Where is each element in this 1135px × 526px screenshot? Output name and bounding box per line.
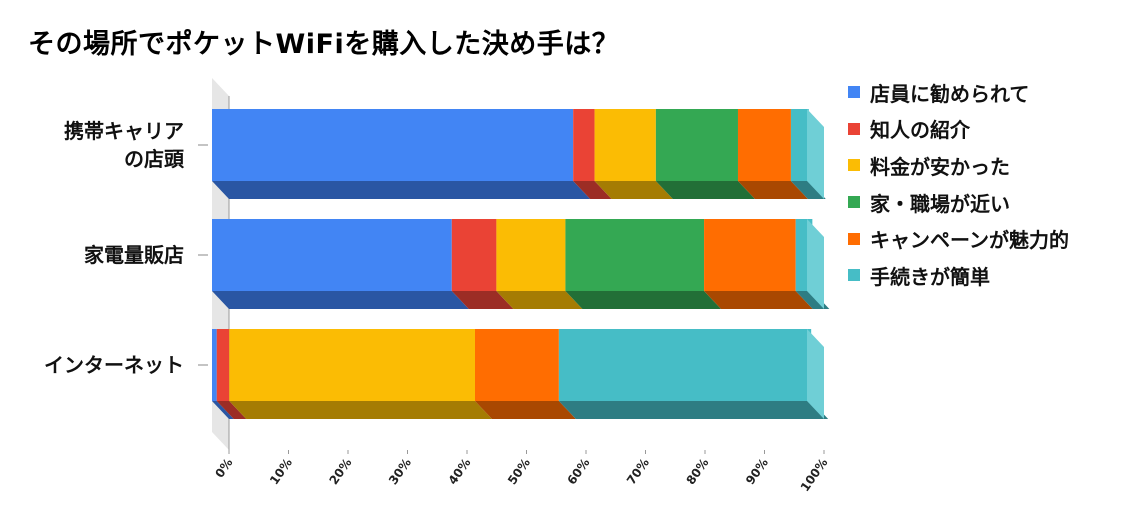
bar-depth-face — [496, 291, 583, 309]
x-tick-label: 70% — [624, 456, 652, 488]
legend-swatch — [848, 232, 860, 245]
x-tick-label: 0% — [212, 456, 235, 481]
bar-segment — [212, 219, 452, 291]
bar-segment — [496, 219, 566, 291]
legend-item: 家・職場が近い — [848, 184, 1069, 221]
x-tick-label: 20% — [327, 456, 355, 488]
bar-depth-face — [451, 291, 514, 309]
legend-item: キャンペーンが魅力的 — [848, 220, 1069, 257]
chart-title: その場所でポケットWiFiを購入した決め手は？ — [28, 29, 620, 60]
x-tick-label: 40% — [446, 456, 474, 488]
bar-depth-face — [474, 401, 576, 419]
category-label: 家電量販店 — [84, 243, 184, 267]
bar-depth-face — [573, 181, 612, 199]
bar-segment — [565, 219, 705, 291]
x-tick-label: 30% — [386, 456, 414, 488]
x-tick-label: 10% — [267, 456, 295, 488]
bar-end-face — [807, 329, 824, 419]
bar-depth-face — [737, 181, 808, 199]
legend-label: キャンペーンが魅力的 — [870, 228, 1069, 253]
bar-segment — [229, 329, 475, 401]
category-label: の店頭 — [124, 147, 185, 171]
x-tick-label: 100% — [798, 456, 831, 494]
legend-item: 知人の紹介 — [848, 111, 1069, 148]
bar-depth-face — [704, 291, 813, 309]
legend-item: 店員に勧められて — [848, 74, 1069, 111]
bar-segment — [451, 219, 497, 291]
category-label: インターネット — [44, 353, 184, 377]
bar-depth-face — [229, 401, 492, 419]
bar-depth-face — [212, 181, 591, 199]
bar-segment — [594, 109, 656, 181]
bar-segment — [212, 109, 574, 181]
bar-depth-face — [655, 181, 755, 199]
bar-depth-face — [790, 181, 826, 199]
bar-segment — [655, 109, 738, 181]
bar-segment — [790, 109, 809, 181]
bar-segment — [737, 109, 791, 181]
legend-label: 家・職場が近い — [870, 191, 1010, 216]
x-tick-label: 60% — [565, 456, 593, 488]
legend-swatch — [848, 196, 860, 209]
bar-depth-face — [594, 181, 673, 199]
legend-swatch — [848, 122, 860, 135]
bar-segment — [558, 329, 812, 401]
x-tick-label: 50% — [505, 456, 533, 488]
legend-label: 店員に勧められて — [870, 81, 1030, 106]
bar-depth-face — [565, 291, 722, 309]
legend-swatch — [848, 159, 860, 172]
category-label: 携帯キャリア — [64, 119, 184, 143]
chart-legend: 店員に勧められて 知人の紹介料金が安かった 家・職場が近いキャンペーンが魅力的 手続き… — [848, 74, 1069, 294]
legend-label: 料金が安かった — [870, 154, 1010, 179]
bar-depth-face — [216, 401, 247, 419]
bar-segment — [212, 329, 217, 401]
legend-label: 手続きが簡単 — [870, 264, 990, 289]
legend-item: 料金が安かった — [848, 147, 1069, 184]
bar-depth-face — [212, 401, 234, 419]
bar-end-face — [807, 219, 824, 309]
bar-segment — [474, 329, 559, 401]
x-tick-label: 80% — [684, 456, 712, 488]
bar-segment — [704, 219, 796, 291]
bar-depth-face — [558, 401, 829, 419]
legend-label: 知人の紹介 — [870, 118, 970, 143]
bar-segment — [573, 109, 595, 181]
x-tick-label: 90% — [743, 456, 771, 488]
legend-item: 手続きが簡単 — [848, 257, 1069, 294]
bar-segment — [216, 329, 230, 401]
legend-swatch — [848, 269, 860, 282]
legend-swatch — [848, 86, 860, 99]
bar-end-face — [807, 109, 824, 199]
bar-depth-face — [212, 291, 469, 309]
